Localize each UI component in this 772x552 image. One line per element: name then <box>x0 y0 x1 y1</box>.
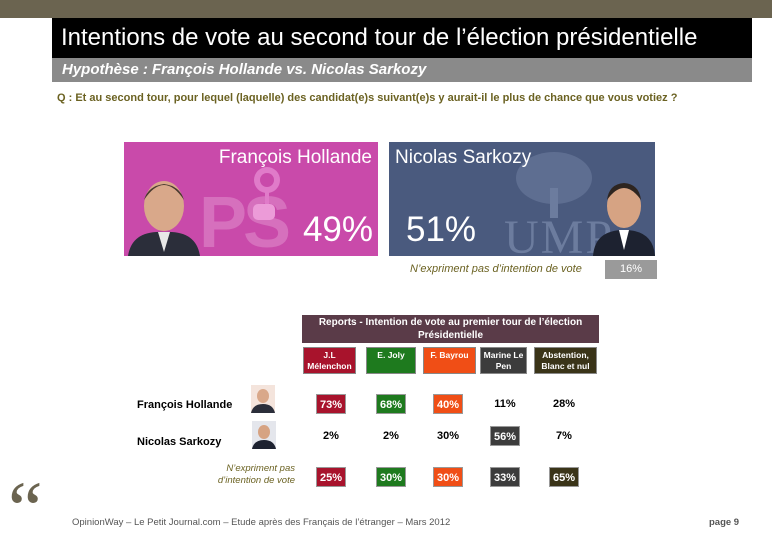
row-label-sarkozy: Nicolas Sarkozy <box>137 436 222 448</box>
abstention-value: 16% <box>605 260 657 279</box>
table-cell: 25% <box>316 467 346 487</box>
table-cell: 40% <box>433 394 463 414</box>
page-title: Intentions de vote au second tour de l’é… <box>52 18 752 58</box>
candidate-photo-sarkozy <box>593 183 655 256</box>
candidate-pct-sarkozy: 51% <box>406 210 477 249</box>
footer-text: OpinionWay – Le Petit Journal.com – Etud… <box>72 517 451 528</box>
candidate-photo-hollande <box>128 181 200 256</box>
table-cell: 28% <box>552 398 576 410</box>
rose-icon <box>253 167 280 220</box>
table-cell: 73% <box>316 394 346 414</box>
table-cell: 65% <box>549 467 579 487</box>
table-cell: 56% <box>490 426 520 446</box>
candidate-pct-hollande: 49% <box>302 210 373 249</box>
table-cell: 30% <box>436 430 460 442</box>
table-cell: 68% <box>376 394 406 414</box>
ps-logo: PS <box>199 183 291 256</box>
column-header-0: J.L Mélenchon <box>303 347 356 374</box>
candidate-card-sarkozy: UMP Nicolas Sarkozy 51% <box>389 142 655 256</box>
page-subtitle: Hypothèse : François Hollande vs. Nicola… <box>52 58 752 82</box>
table-cell: 30% <box>376 467 406 487</box>
table-cell: 7% <box>556 430 572 442</box>
avatar-sarkozy <box>252 421 276 449</box>
reports-header: Reports - Intention de vote au premier t… <box>302 315 599 343</box>
table-cell: 2% <box>323 430 339 442</box>
table-cell: 30% <box>433 467 463 487</box>
top-band <box>0 0 772 18</box>
row-label-abstention: N’expriment pas d’intention de vote <box>217 463 295 486</box>
column-header-4: Abstention, Blanc et nul <box>534 347 597 374</box>
column-header-2: F. Bayrou <box>423 347 476 374</box>
column-header-3: Marine Le Pen <box>480 347 527 374</box>
quote-mark-icon: “ <box>8 465 43 552</box>
candidate-name-sarkozy: Nicolas Sarkozy <box>395 147 532 168</box>
row-label-hollande: François Hollande <box>137 399 233 411</box>
ump-logo: UMP <box>504 211 615 256</box>
question-text: Q : Et au second tour, pour lequel (laqu… <box>57 92 678 104</box>
candidate-card-hollande: PS François Hollande 49% <box>124 142 378 256</box>
page-number: page 9 <box>709 517 740 528</box>
abstention-label: N’expriment pas d’intention de vote <box>410 263 582 275</box>
candidate-name-hollande: François Hollande <box>218 147 372 168</box>
table-cell: 2% <box>383 430 399 442</box>
avatar-hollande <box>251 385 275 413</box>
column-header-1: E. Joly <box>366 347 416 374</box>
table-cell: 33% <box>490 467 520 487</box>
table-cell: 11% <box>494 398 516 410</box>
tree-icon <box>516 152 592 218</box>
